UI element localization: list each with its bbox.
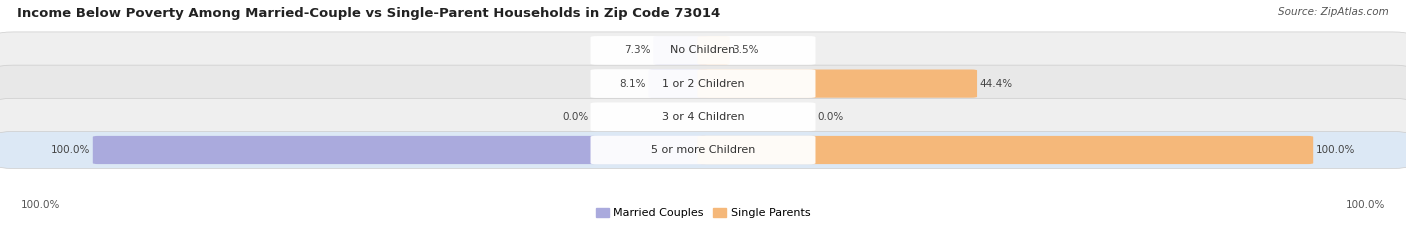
FancyBboxPatch shape — [591, 36, 815, 65]
Text: Source: ZipAtlas.com: Source: ZipAtlas.com — [1278, 7, 1389, 17]
Text: Income Below Poverty Among Married-Couple vs Single-Parent Households in Zip Cod: Income Below Poverty Among Married-Coupl… — [17, 7, 720, 20]
FancyBboxPatch shape — [591, 136, 815, 164]
FancyBboxPatch shape — [697, 36, 730, 65]
Text: 3 or 4 Children: 3 or 4 Children — [662, 112, 744, 122]
Text: 44.4%: 44.4% — [980, 79, 1012, 89]
FancyBboxPatch shape — [697, 136, 1313, 164]
FancyBboxPatch shape — [0, 32, 1406, 69]
Text: 3.5%: 3.5% — [733, 45, 759, 55]
FancyBboxPatch shape — [591, 69, 815, 98]
Text: 0.0%: 0.0% — [817, 112, 844, 122]
FancyBboxPatch shape — [0, 98, 1406, 135]
Text: 100.0%: 100.0% — [21, 200, 60, 210]
FancyBboxPatch shape — [0, 65, 1406, 102]
Text: 5 or more Children: 5 or more Children — [651, 145, 755, 155]
Text: 7.3%: 7.3% — [624, 45, 651, 55]
FancyBboxPatch shape — [0, 131, 1406, 168]
Text: 100.0%: 100.0% — [1316, 145, 1355, 155]
Text: 0.0%: 0.0% — [562, 112, 589, 122]
FancyBboxPatch shape — [654, 36, 709, 65]
Text: 100.0%: 100.0% — [1346, 200, 1385, 210]
Text: No Children: No Children — [671, 45, 735, 55]
FancyBboxPatch shape — [648, 69, 709, 98]
FancyBboxPatch shape — [697, 69, 977, 98]
Text: 8.1%: 8.1% — [619, 79, 645, 89]
Legend: Married Couples, Single Parents: Married Couples, Single Parents — [596, 208, 810, 218]
FancyBboxPatch shape — [93, 136, 709, 164]
Text: 100.0%: 100.0% — [51, 145, 90, 155]
Text: 1 or 2 Children: 1 or 2 Children — [662, 79, 744, 89]
FancyBboxPatch shape — [591, 103, 815, 131]
